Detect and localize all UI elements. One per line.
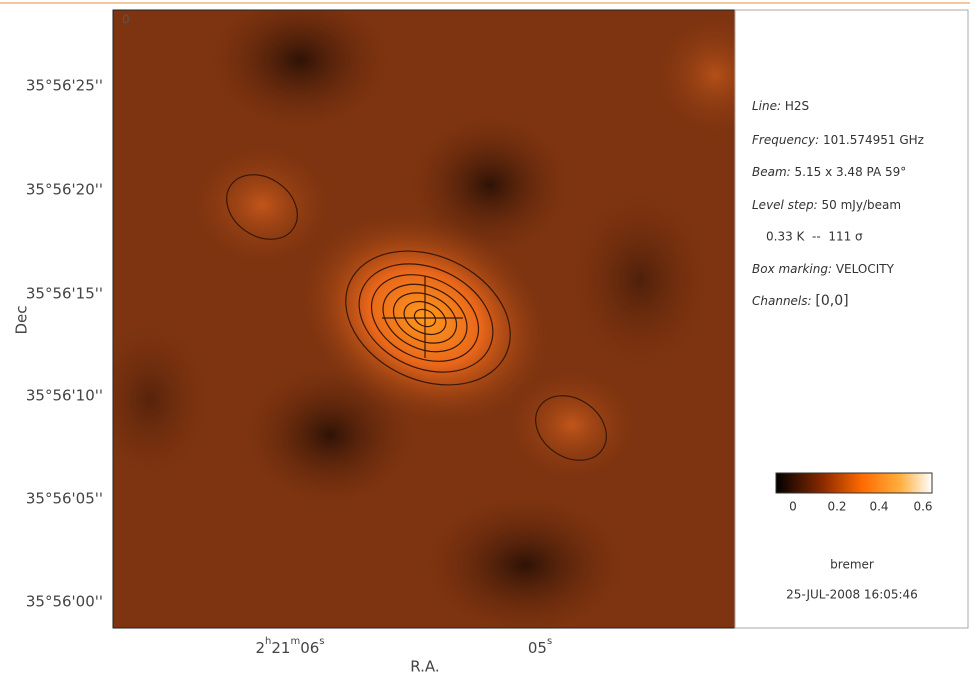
tick-part: m	[290, 636, 300, 647]
info-line: Line: H2S	[752, 99, 809, 113]
user: bremer	[830, 558, 874, 572]
colorbar-tick-label: 0.6	[913, 500, 932, 514]
tick-part: h	[265, 636, 271, 647]
info-value: 101.574951 GHz	[823, 133, 924, 147]
x-axis-label: R.A.	[410, 658, 439, 676]
timestamp: 25-JUL-2008 16:05:46	[786, 588, 918, 602]
info-label: Channels:	[752, 294, 812, 308]
colorbar-tick-label: 0	[789, 500, 797, 514]
y-tick-label: 35°56'00''	[26, 593, 103, 611]
tick-part: s	[547, 636, 552, 647]
y-tick-label: 35°56'25''	[26, 77, 103, 95]
y-tick-label: 35°56'10''	[26, 387, 103, 405]
info-label: Frequency:	[752, 133, 819, 147]
y-tick-label: 35°56'20''	[26, 181, 103, 199]
x-tick-label: 2h21m06s	[255, 636, 324, 657]
map-image	[113, 10, 735, 628]
info-value: 5.15 x 3.48 PA 59°	[795, 165, 907, 179]
colorbar	[775, 472, 933, 494]
info-line: Beam: 5.15 x 3.48 PA 59°	[752, 165, 906, 179]
info-line: Box marking: VELOCITY	[752, 262, 895, 276]
contours	[226, 174, 607, 461]
tick-part: 05	[528, 639, 547, 657]
tick-part: 06	[300, 639, 319, 657]
info-label: Line:	[752, 99, 781, 113]
x-tick-label: 05s	[528, 636, 552, 657]
colorbar-tick-label: 0.2	[827, 500, 846, 514]
info-line: Channels: [0,0]	[752, 293, 849, 309]
info-value: VELOCITY	[836, 262, 895, 276]
info-line: Level step: 50 mJy/beam	[752, 198, 901, 212]
info-panel	[734, 9, 969, 629]
info-label: Box marking:	[752, 262, 832, 276]
colorbar-tick-label: 0.4	[869, 500, 888, 514]
tick-part: 2	[255, 639, 265, 657]
y-tick-label: 35°56'15''	[26, 285, 103, 303]
corner-label: 0	[122, 13, 130, 27]
info-value: 50 mJy/beam	[822, 198, 902, 212]
tick-part: s	[319, 636, 324, 647]
info-line: 0.33 K -- 111 σ	[766, 230, 863, 244]
y-axis-label: Dec	[13, 305, 31, 334]
y-tick-label: 35°56'05''	[26, 490, 103, 508]
info-value: [0,0]	[815, 293, 848, 309]
tick-part: 21	[271, 639, 290, 657]
info-value: H2S	[785, 99, 809, 113]
info-line: Frequency: 101.574951 GHz	[752, 133, 924, 147]
info-label: Level step:	[752, 198, 818, 212]
info-label: Beam:	[752, 165, 791, 179]
